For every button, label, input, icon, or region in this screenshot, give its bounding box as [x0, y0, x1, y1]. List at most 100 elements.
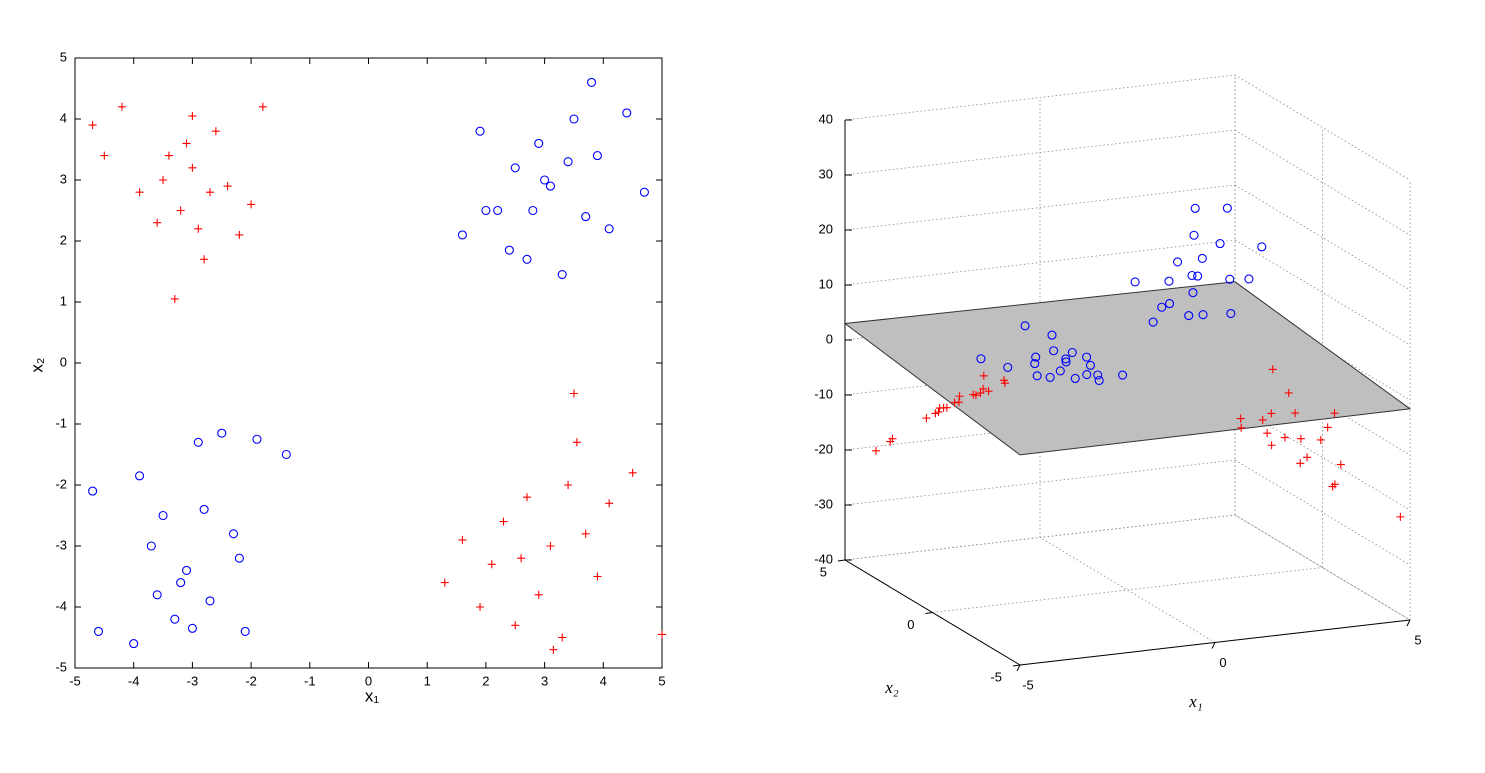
- circle-marker: [481, 205, 491, 216]
- circle-marker: [581, 212, 591, 222]
- plus-marker: [223, 182, 232, 191]
- circle-marker: [457, 230, 467, 240]
- x-tick-label: 1: [424, 673, 431, 688]
- x-tick-label: -2: [245, 673, 257, 688]
- plus-marker: [1396, 512, 1405, 521]
- circle-marker: [1118, 370, 1128, 380]
- circle-marker: [1061, 354, 1071, 364]
- plus-marker: [934, 408, 943, 416]
- plus-marker: [1267, 441, 1276, 450]
- x-tick-label: 3: [541, 673, 548, 688]
- plus-marker: [984, 387, 993, 396]
- plus-marker: [1267, 409, 1276, 418]
- z-tick-label: 10: [819, 276, 833, 291]
- plus-marker: [211, 127, 220, 136]
- grid-line: [844, 184, 1236, 231]
- plus-marker: [511, 621, 520, 630]
- grid-line: [932, 567, 1323, 613]
- circle-marker: [569, 114, 579, 124]
- y-tick: [837, 559, 846, 562]
- circle-marker: [1198, 310, 1208, 320]
- circle-marker: [1187, 270, 1197, 281]
- plus-marker: [569, 389, 578, 398]
- plus-marker: [170, 294, 179, 303]
- circle-marker: [176, 578, 186, 588]
- circle-marker: [592, 151, 602, 161]
- circle-marker: [1197, 253, 1207, 264]
- circle-marker: [1047, 330, 1057, 340]
- plus-marker: [564, 481, 573, 489]
- y-tick-label: -2: [55, 476, 67, 491]
- plus-marker: [176, 206, 185, 215]
- circle-marker: [252, 434, 262, 444]
- y-tick-label: -4: [55, 598, 67, 613]
- circle-marker: [1189, 230, 1199, 240]
- circle-marker: [1082, 369, 1092, 380]
- plus-marker: [546, 542, 555, 550]
- plus-marker: [159, 176, 168, 184]
- circle-marker: [193, 437, 203, 447]
- circle-marker: [187, 623, 197, 633]
- circle-marker: [152, 590, 162, 600]
- circle-marker: [146, 541, 156, 551]
- circle-marker: [540, 175, 550, 185]
- x-tick-label: 0: [365, 673, 372, 688]
- y-tick-label: 0: [60, 354, 67, 369]
- y-tick-label: 5: [60, 49, 67, 64]
- plus-marker: [976, 389, 985, 398]
- plus-marker: [117, 102, 126, 111]
- circle-marker: [475, 126, 485, 136]
- plus-marker: [581, 529, 590, 538]
- grid-line: [844, 74, 1236, 121]
- plus-marker: [534, 590, 543, 599]
- circle-marker: [228, 529, 239, 539]
- circle-marker: [504, 245, 514, 255]
- plus-marker: [871, 446, 880, 455]
- y-tick-label: -5: [990, 669, 1002, 684]
- circle-marker: [1164, 276, 1174, 286]
- plus-marker: [628, 468, 637, 477]
- plus-marker: [955, 392, 964, 401]
- circle-marker: [1045, 372, 1055, 382]
- circle-marker: [1184, 311, 1194, 321]
- plus-marker: [164, 151, 173, 160]
- plus-marker: [888, 434, 897, 443]
- circle-marker: [158, 510, 168, 521]
- circle-marker: [88, 486, 98, 496]
- circle-marker: [1031, 352, 1041, 362]
- y-tick-label: 1: [60, 293, 67, 308]
- plus-marker: [979, 384, 988, 393]
- plus-marker: [235, 230, 244, 239]
- circle-marker: [1085, 360, 1095, 370]
- plus-marker: [1336, 460, 1345, 469]
- circle-marker: [622, 108, 632, 118]
- plus-marker: [1000, 376, 1008, 385]
- circle-marker: [563, 157, 573, 167]
- circle-marker: [1082, 352, 1092, 362]
- z-tick-label: 30: [819, 166, 833, 181]
- circle-marker: [1070, 373, 1080, 384]
- circle-marker: [522, 254, 532, 264]
- circle-marker: [1157, 302, 1167, 312]
- plus-marker: [1263, 429, 1272, 438]
- circle-marker: [604, 224, 614, 234]
- plus-marker: [88, 121, 97, 130]
- circle-marker: [534, 138, 544, 148]
- plus-marker: [522, 493, 531, 502]
- y-axis-label: x₂: [27, 357, 46, 372]
- plus-marker: [517, 554, 526, 563]
- x-tick-label: 5: [658, 673, 665, 688]
- y-tick-label: 4: [60, 110, 67, 125]
- y-tick-label: -5: [55, 659, 67, 674]
- circle-marker: [1190, 203, 1200, 213]
- z-tick-label: 20: [819, 221, 833, 236]
- circle-marker: [1061, 357, 1071, 367]
- x-tick-label: 4: [600, 673, 607, 688]
- grid-line: [844, 459, 1236, 506]
- circle-marker: [1215, 239, 1225, 249]
- plus-marker: [247, 200, 256, 209]
- x-tick-label: -4: [128, 673, 140, 688]
- z-tick-label: -10: [814, 386, 833, 401]
- x-tick: [1406, 619, 1411, 627]
- plus-marker: [605, 499, 614, 508]
